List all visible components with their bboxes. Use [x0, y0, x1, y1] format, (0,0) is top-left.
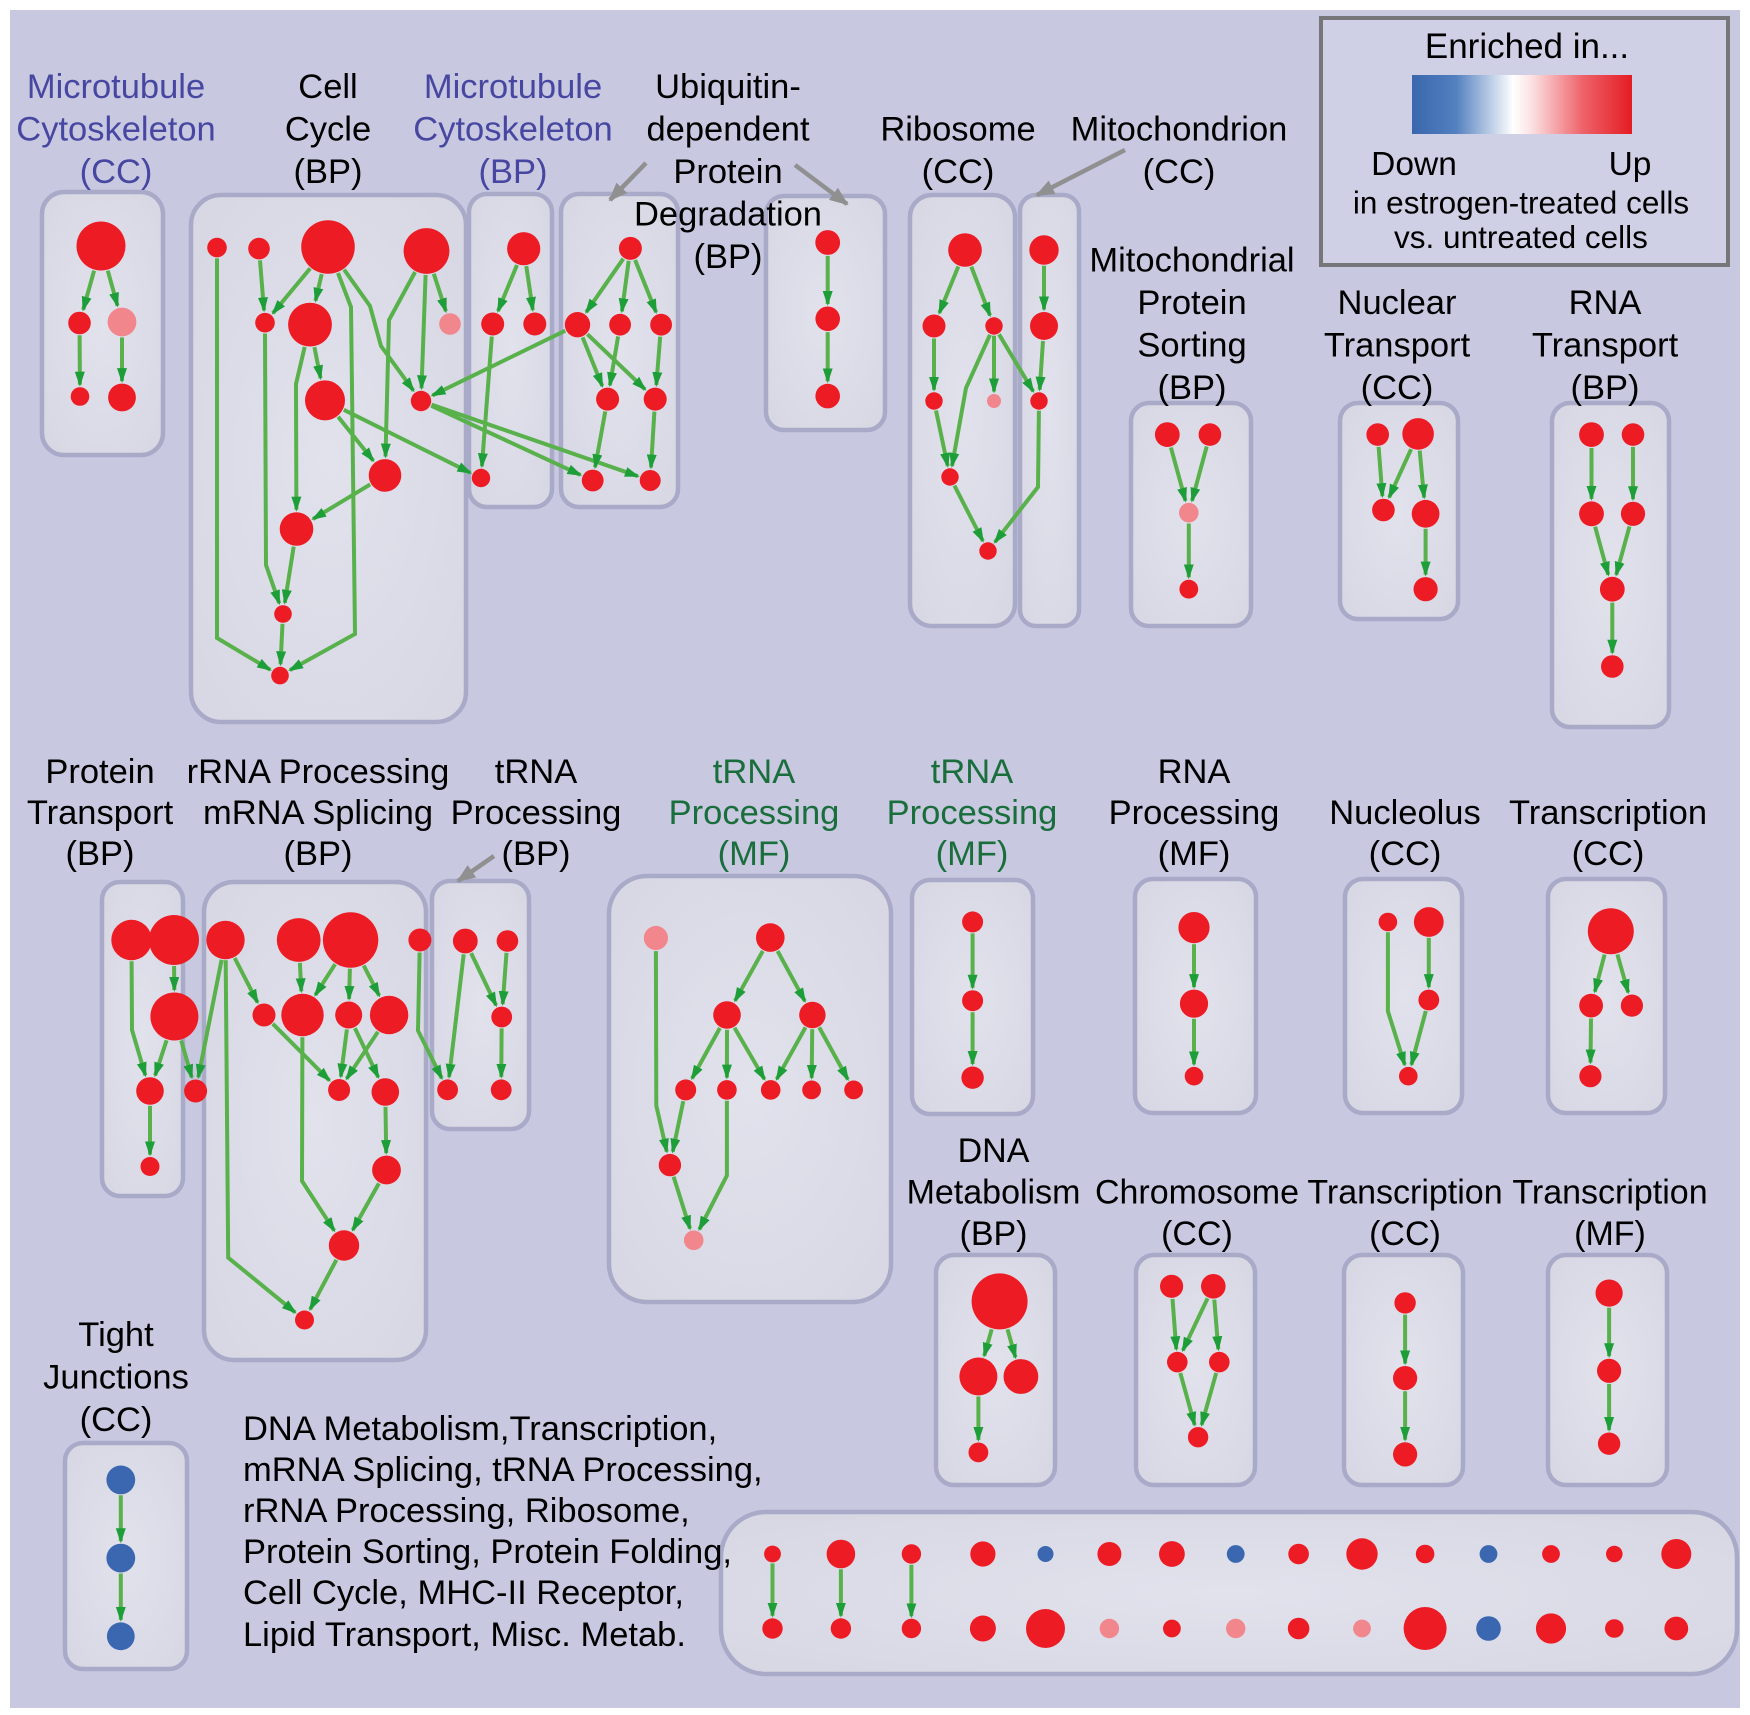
svg-text:(CC): (CC)	[1361, 369, 1434, 407]
svg-text:Protein: Protein	[673, 153, 782, 191]
svg-text:Metabolism: Metabolism	[907, 1174, 1081, 1212]
svg-text:(MF): (MF)	[1158, 835, 1231, 873]
svg-text:(CC): (CC)	[1369, 1215, 1441, 1253]
svg-text:Transcription: Transcription	[1512, 1174, 1707, 1212]
svg-text:Degradation: Degradation	[634, 196, 822, 234]
svg-text:rRNA Processing: rRNA Processing	[187, 753, 450, 791]
svg-text:Cytoskeleton: Cytoskeleton	[413, 111, 612, 149]
svg-text:Transport: Transport	[1532, 327, 1679, 365]
svg-text:Nuclear: Nuclear	[1338, 284, 1457, 322]
svg-text:Tight: Tight	[78, 1316, 154, 1354]
svg-text:(BP): (BP)	[1158, 369, 1227, 407]
svg-text:(BP): (BP)	[960, 1215, 1028, 1253]
svg-text:tRNA: tRNA	[931, 753, 1013, 791]
svg-text:Transcription: Transcription	[1307, 1174, 1502, 1212]
svg-text:(BP): (BP)	[502, 835, 571, 873]
svg-text:mRNA Splicing: mRNA Splicing	[203, 794, 433, 832]
svg-text:(BP): (BP)	[66, 835, 135, 873]
svg-text:(CC): (CC)	[1572, 835, 1645, 873]
svg-text:tRNA: tRNA	[495, 753, 577, 791]
svg-text:DNA Metabolism,Transcription,: DNA Metabolism,Transcription,	[243, 1410, 717, 1448]
svg-text:Processing: Processing	[887, 794, 1058, 832]
svg-text:(MF): (MF)	[936, 835, 1009, 873]
svg-text:Up: Up	[1609, 146, 1652, 183]
svg-text:(CC): (CC)	[922, 153, 995, 191]
svg-text:Processing: Processing	[1109, 794, 1280, 832]
svg-text:Mitochondrial: Mitochondrial	[1089, 242, 1294, 280]
svg-text:Microtubule: Microtubule	[424, 68, 602, 106]
svg-text:Protein: Protein	[45, 753, 154, 791]
svg-text:tRNA: tRNA	[713, 753, 795, 791]
svg-text:(BP): (BP)	[479, 153, 548, 191]
svg-text:vs. untreated cells: vs. untreated cells	[1394, 219, 1648, 255]
svg-text:Cell: Cell	[298, 68, 357, 106]
svg-text:Protein Sorting, Protein Foldi: Protein Sorting, Protein Folding,	[243, 1533, 732, 1571]
svg-text:(CC): (CC)	[1143, 153, 1216, 191]
svg-text:Transcription: Transcription	[1509, 794, 1707, 832]
svg-text:DNA: DNA	[958, 1132, 1030, 1170]
svg-text:Lipid Transport, Misc. Metab.: Lipid Transport, Misc. Metab.	[243, 1616, 686, 1654]
svg-text:Nucleolus: Nucleolus	[1329, 794, 1481, 832]
svg-text:Protein: Protein	[1137, 284, 1246, 322]
svg-text:(BP): (BP)	[694, 238, 763, 276]
svg-text:Junctions: Junctions	[43, 1359, 189, 1397]
svg-text:Cycle: Cycle	[285, 111, 371, 149]
svg-text:RNA: RNA	[1569, 284, 1642, 322]
svg-text:Chromosome: Chromosome	[1095, 1174, 1299, 1212]
svg-text:Mitochondrion: Mitochondrion	[1071, 111, 1288, 149]
svg-text:in estrogen-treated cells: in estrogen-treated cells	[1353, 184, 1689, 220]
svg-text:(CC): (CC)	[80, 1401, 153, 1439]
svg-text:Enriched in...: Enriched in...	[1425, 27, 1629, 66]
svg-text:Processing: Processing	[451, 794, 622, 832]
svg-text:(BP): (BP)	[284, 835, 353, 873]
svg-text:(BP): (BP)	[294, 153, 363, 191]
svg-text:Sorting: Sorting	[1137, 327, 1246, 365]
svg-text:(CC): (CC)	[1161, 1215, 1233, 1253]
svg-text:(CC): (CC)	[80, 153, 153, 191]
svg-text:(MF): (MF)	[718, 835, 791, 873]
svg-text:(BP): (BP)	[1571, 369, 1640, 407]
svg-text:Ubiquitin-: Ubiquitin-	[655, 68, 801, 106]
svg-text:mRNA Splicing, tRNA Processing: mRNA Splicing, tRNA Processing,	[243, 1451, 763, 1489]
svg-text:Ribosome: Ribosome	[880, 111, 1035, 149]
svg-text:Transport: Transport	[1324, 327, 1471, 365]
svg-text:Cytoskeleton: Cytoskeleton	[16, 111, 215, 149]
svg-text:(CC): (CC)	[1369, 835, 1442, 873]
svg-text:Processing: Processing	[669, 794, 840, 832]
svg-text:rRNA Processing, Ribosome,: rRNA Processing, Ribosome,	[243, 1492, 690, 1530]
svg-text:RNA: RNA	[1158, 753, 1231, 791]
svg-text:Transport: Transport	[27, 794, 174, 832]
svg-text:(MF): (MF)	[1574, 1215, 1646, 1253]
svg-text:Down: Down	[1371, 146, 1457, 183]
svg-text:Microtubule: Microtubule	[27, 68, 205, 106]
svg-text:Cell Cycle, MHC-II Receptor,: Cell Cycle, MHC-II Receptor,	[243, 1574, 684, 1612]
svg-text:dependent: dependent	[646, 111, 809, 149]
